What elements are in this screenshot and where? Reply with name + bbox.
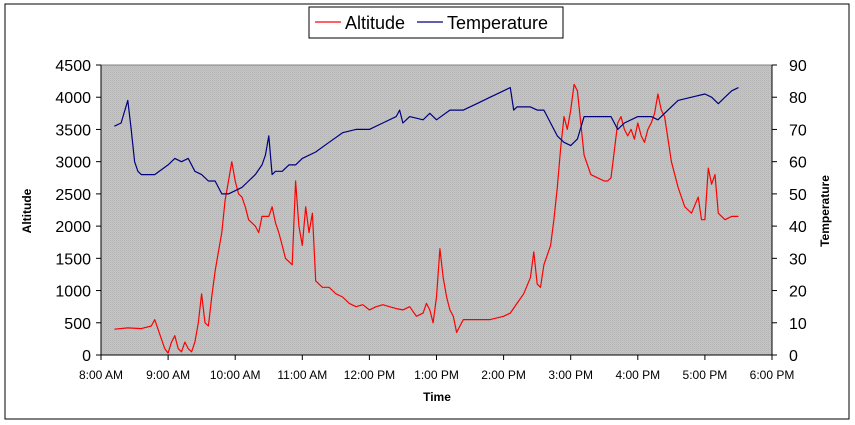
x-tick-label: 4:00 PM [615, 368, 660, 382]
x-tick-label: 10:00 AM [210, 368, 261, 382]
x-tick-label: 3:00 PM [548, 368, 593, 382]
y2-tick-label: 90 [789, 58, 807, 75]
series-layer [114, 83, 739, 354]
axes [96, 64, 777, 360]
y-axis-title: Altitude [20, 188, 34, 233]
y2-tick-label: 30 [789, 251, 807, 268]
y-tick-label: 3000 [55, 155, 91, 172]
x-tick-label: 1:00 PM [414, 368, 459, 382]
y-tick-label: 2000 [55, 219, 91, 236]
legend: Altitude Temperature [308, 6, 564, 39]
y-tick-label: 2500 [55, 187, 91, 204]
y2-tick-label: 50 [789, 187, 807, 204]
plot-area [100, 64, 773, 356]
y-tick-label: 0 [82, 348, 91, 365]
x-tick-label: 5:00 PM [683, 368, 728, 382]
y-tick-label: 3500 [55, 122, 91, 139]
y-tick-label: 500 [64, 316, 91, 333]
y-tick-label: 4500 [55, 58, 91, 75]
y2-tick-label: 10 [789, 316, 807, 333]
series-line-temperature [114, 86, 739, 195]
y2-tick-label: 40 [789, 219, 807, 236]
x-tick-label: 9:00 AM [146, 368, 190, 382]
y-tick-label: 4000 [55, 90, 91, 107]
legend-label-temperature: Temperature [447, 13, 548, 33]
y2-axis-title: Temperature [818, 175, 832, 247]
x-axis-title: Time [423, 390, 451, 404]
legend-label-altitude: Altitude [345, 13, 405, 33]
x-tick-label: 6:00 PM [750, 368, 795, 382]
y-tick-label: 1500 [55, 251, 91, 268]
x-tick-label: 8:00 AM [79, 368, 123, 382]
y-tick-label: 1000 [55, 284, 91, 301]
series-line-altitude [114, 83, 739, 354]
y2-tick-label: 80 [789, 90, 807, 107]
y2-tick-label: 20 [789, 284, 807, 301]
x-tick-label: 11:00 AM [277, 368, 327, 382]
y2-tick-label: 60 [789, 155, 807, 172]
y2-tick-label: 70 [789, 122, 807, 139]
x-tick-label: 12:00 PM [344, 368, 395, 382]
y2-tick-label: 0 [789, 348, 798, 365]
axis-labels: 0 500 1000 1500 2000 2500 3000 3500 4000 4500 0 10 2… [55, 58, 806, 382]
x-tick-label: 2:00 PM [481, 368, 526, 382]
